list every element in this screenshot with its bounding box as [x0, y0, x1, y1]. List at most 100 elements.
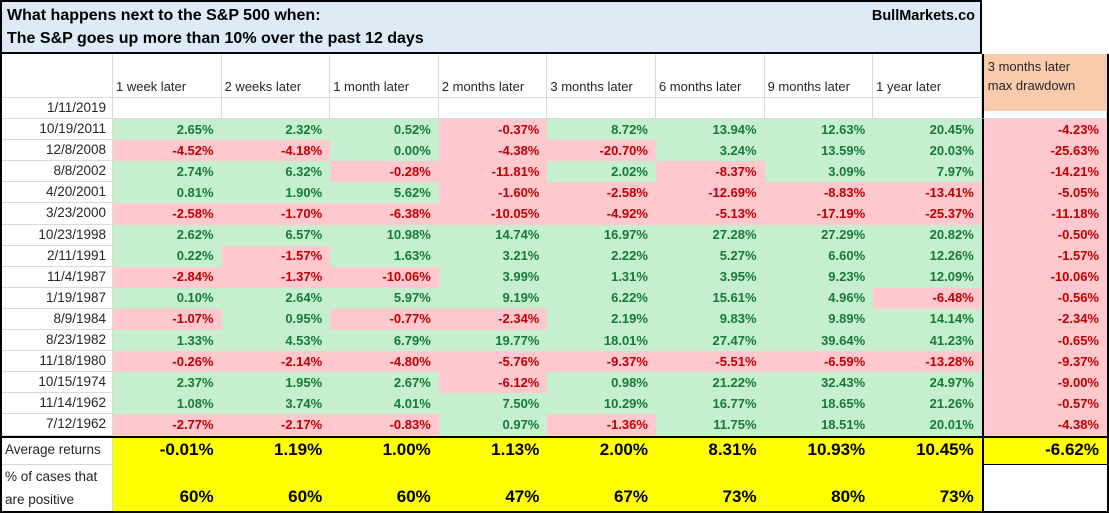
return-cell: 2.74%: [113, 161, 222, 183]
return-cell: 0.98%: [547, 372, 656, 394]
percent-positive-cell: 60%: [221, 464, 331, 511]
title-line-1: What happens next to the S&P 500 when:: [7, 6, 321, 24]
return-cell: [873, 98, 982, 120]
return-cell: 2.62%: [113, 224, 222, 246]
return-cell: 6.22%: [547, 287, 656, 309]
average-drawdown-cell: -6.62%: [981, 437, 1107, 465]
drawdown-header-line-2: max drawdown: [987, 77, 1076, 93]
return-cell: 3.21%: [438, 245, 548, 267]
average-return-cell: 1.00%: [330, 437, 439, 465]
date-cell: 1/11/2019: [2, 98, 113, 120]
date-cell: 10/19/2011: [2, 119, 113, 141]
column-header: 6 months later: [655, 54, 765, 98]
average-return-cell: 10.93%: [764, 437, 874, 465]
return-cell: -0.28%: [330, 161, 439, 183]
return-cell: -6.59%: [764, 351, 874, 373]
percent-positive-label-line-2: are positive: [5, 491, 75, 507]
average-return-cell: 1.19%: [221, 437, 331, 465]
title-line-2: The S&P goes up more than 10% over the p…: [7, 29, 424, 47]
date-cell: 11/14/1962: [2, 393, 113, 415]
return-cell: -4.80%: [330, 351, 439, 373]
return-cell: -2.17%: [221, 414, 331, 436]
return-cell: 0.52%: [330, 119, 439, 141]
percent-positive-cell: 67%: [547, 464, 656, 511]
return-cell: 12.09%: [873, 266, 982, 288]
table-row: 10/19/2011 2.65% 2.32% 0.52% -0.37% 8.72% 13.9…: [2, 119, 1107, 141]
return-cell: -1.36%: [547, 414, 656, 436]
date-cell: 12/8/2008: [2, 140, 113, 162]
return-cell: 18.01%: [547, 330, 656, 352]
return-cell: 1.08%: [113, 393, 222, 415]
return-cell: -4.38%: [438, 140, 548, 162]
return-cell: -8.83%: [764, 182, 874, 204]
drawdown-cell: -0.50%: [981, 224, 1107, 246]
percent-positive-label-line-1: % of cases that: [5, 468, 98, 484]
drawdown-cell: -4.23%: [981, 119, 1107, 141]
return-cell: 41.23%: [873, 330, 982, 352]
return-cell: -25.37%: [873, 203, 982, 225]
drawdown-cell: -1.57%: [981, 245, 1107, 267]
return-cell: [764, 98, 874, 120]
return-cell: -6.12%: [438, 372, 548, 394]
return-cell: 2.32%: [221, 119, 331, 141]
return-cell: 5.27%: [655, 245, 765, 267]
percent-positive-cell: 60%: [330, 464, 439, 511]
return-cell: 4.96%: [764, 287, 874, 309]
drawdown-cell: -9.37%: [981, 351, 1107, 373]
return-cell: [655, 98, 765, 120]
date-cell: 8/8/2002: [2, 161, 113, 183]
title-filler: [982, 0, 1109, 54]
return-cell: 10.29%: [547, 393, 656, 415]
return-cell: 21.26%: [873, 393, 982, 415]
title-strip: What happens next to the S&P 500 when: B…: [0, 0, 1109, 54]
return-cell: 18.65%: [764, 393, 874, 415]
return-cell: 1.95%: [221, 372, 331, 394]
return-cell: -2.34%: [438, 308, 548, 331]
return-cell: -1.70%: [221, 203, 331, 225]
return-cell: [438, 98, 548, 120]
return-cell: 10.98%: [330, 224, 439, 246]
return-cell: -4.92%: [547, 203, 656, 225]
average-return-cell: 2.00%: [547, 437, 656, 465]
column-header: 1 month later: [330, 54, 439, 98]
return-cell: 1.31%: [547, 266, 656, 288]
return-cell: 27.29%: [764, 224, 874, 246]
date-cell: 2/11/1991: [2, 245, 113, 267]
return-cell: 19.77%: [438, 330, 548, 352]
date-cell: 11/18/1980: [2, 351, 113, 373]
return-cell: 3.24%: [655, 140, 765, 162]
return-cell: -1.60%: [438, 182, 548, 204]
drawdown-cell: -10.06%: [981, 266, 1107, 288]
return-cell: 9.83%: [655, 308, 765, 331]
return-cell: 6.57%: [221, 224, 331, 246]
table-row: 8/9/1984 -1.07% 0.95% -0.77% -2.34% 2.19% 9.83…: [2, 308, 1107, 331]
return-cell: 2.37%: [113, 372, 222, 394]
drawdown-cell: -0.65%: [981, 330, 1107, 352]
return-cell: 16.77%: [655, 393, 765, 415]
return-cell: 12.63%: [764, 119, 874, 141]
return-cell: 16.97%: [547, 224, 656, 246]
column-header: 2 weeks later: [221, 54, 331, 98]
return-cell: 9.23%: [764, 266, 874, 288]
header-row: 1 week later 2 weeks later 1 month later 2 …: [2, 54, 1107, 111]
column-header: 2 months later: [438, 54, 548, 98]
return-cell: -2.58%: [547, 182, 656, 204]
return-cell: -8.37%: [655, 161, 765, 183]
column-header: 1 week later: [113, 54, 222, 98]
return-cell: 20.45%: [873, 119, 982, 141]
return-cell: 3.74%: [221, 393, 331, 415]
return-cell: [330, 98, 439, 120]
drawdown-cell: -25.63%: [981, 140, 1107, 162]
average-return-cell: -0.01%: [113, 437, 222, 465]
date-cell: 10/23/1998: [2, 224, 113, 246]
percent-positive-cell: 73%: [655, 464, 765, 511]
percent-positive-cell: 60%: [113, 464, 222, 511]
return-cell: 3.99%: [438, 266, 548, 288]
return-cell: -1.07%: [113, 308, 222, 331]
table-row: 10/15/1974 2.37% 1.95% 2.67% -6.12% 0.98% 21.2…: [2, 372, 1107, 394]
return-cell: -4.18%: [221, 140, 331, 162]
return-cell: 1.33%: [113, 330, 222, 352]
return-cell: 13.59%: [764, 140, 874, 162]
table-row: 2/11/1991 0.22% -1.57% 1.63% 3.21% 2.22% 5.27%…: [2, 245, 1107, 267]
